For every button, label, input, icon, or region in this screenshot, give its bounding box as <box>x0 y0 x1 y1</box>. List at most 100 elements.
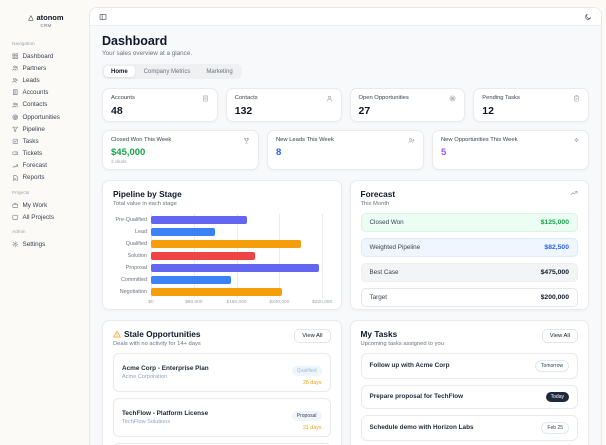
chart-category-label: Negotiation <box>119 288 147 295</box>
sidebar-item-label: Leads <box>22 76 40 84</box>
stale-view-all-button[interactable]: View All <box>294 329 331 343</box>
opportunities-icon <box>12 114 18 120</box>
dashboard-icon <box>12 53 18 59</box>
trending-up-icon <box>570 191 578 195</box>
forecast-row-closed-won: Closed Won $125,000 <box>360 212 578 232</box>
x-tick-label: $0 <box>148 299 154 305</box>
forecast-row-value: $125,000 <box>540 218 569 226</box>
sidebar-item-label: Accounts <box>22 89 49 97</box>
nav-section-label: Admin <box>12 230 26 236</box>
tab-home[interactable]: Home <box>104 66 135 77</box>
sidebar-item-leads[interactable]: Leads <box>9 74 83 86</box>
chart-bar <box>151 239 301 248</box>
week-value: 8 <box>276 147 282 158</box>
stat-label: Pending Tasks <box>482 95 520 101</box>
chart-bar <box>151 215 248 224</box>
forecast-panel: Forecast This Month Closed Won $125,000 … <box>349 180 589 310</box>
pipeline-x-axis: $0 $80,000 $160,000 $240,000 $320,000 <box>148 298 332 307</box>
tab-marketing[interactable]: Marketing <box>206 68 233 75</box>
sidebar-item-settings[interactable]: Settings <box>9 238 83 250</box>
tab-company-metrics[interactable]: Company Metrics <box>143 68 191 75</box>
page-title: Dashboard <box>102 34 168 48</box>
sidebar-item-forecast[interactable]: Forecast <box>9 160 83 172</box>
forecast-subtitle: This Month <box>360 200 390 207</box>
sidebar-item-opportunities[interactable]: Opportunities <box>9 111 83 123</box>
week-card-new-leads: New Leads This Week 8 <box>267 130 424 170</box>
stat-label: Contacts <box>234 95 258 101</box>
panel-toggle-icon[interactable] <box>99 13 107 21</box>
sidebar-item-tickets[interactable]: Tickets <box>9 148 83 160</box>
due-badge: Tomorrow <box>535 359 569 372</box>
week-label: Closed Won This Week <box>111 137 172 143</box>
gear-icon <box>12 241 19 248</box>
sidebar: atonom CRM Navigation Dashboard Partners… <box>0 7 89 445</box>
chart-bar <box>151 275 232 284</box>
task-item[interactable]: Schedule demo with Horizon Labs Feb 25 <box>360 414 578 441</box>
sidebar-item-all-projects[interactable]: All Projects <box>9 211 83 223</box>
chart-category-label: Proposal <box>125 264 147 271</box>
user-icon <box>326 95 332 102</box>
accounts-icon <box>13 89 18 96</box>
chart-category-label: Committed <box>120 276 147 283</box>
leads-icon <box>12 78 18 83</box>
sidebar-item-accounts[interactable]: Accounts <box>9 87 83 99</box>
chart-row: Negotiation <box>113 286 331 298</box>
pipeline-panel: Pipeline by Stage Total value in each st… <box>102 180 342 310</box>
x-tick-label: $320,000 <box>312 299 333 305</box>
sidebar-item-contacts[interactable]: Contacts <box>9 99 83 111</box>
stale-item[interactable]: Acme Corp - Enterprise Plan Acme Corpora… <box>113 352 331 392</box>
stat-value: 27 <box>358 105 371 117</box>
chart-bar <box>151 227 216 236</box>
chart-row: Pre-Qualified <box>113 214 331 226</box>
chart-category-label: Lead <box>135 228 147 235</box>
stale-subtitle: Deals with no activity for 14+ days <box>113 340 201 347</box>
task-title: Prepare proposal for TechFlow <box>369 393 464 400</box>
stale-item[interactable]: TechFlow - Platform License TechFlow Sol… <box>113 397 331 437</box>
nav-section-projects: Projects My Work All Projects <box>9 191 83 223</box>
topbar <box>90 8 601 26</box>
stat-value: 132 <box>234 105 253 117</box>
clipboard-icon <box>574 95 579 102</box>
forecast-row-label: Target <box>369 293 388 301</box>
sidebar-item-label: Tickets <box>22 150 43 158</box>
stale-title: Stale Opportunities <box>124 329 201 339</box>
chart-bar <box>151 263 320 272</box>
gridline <box>322 213 324 298</box>
tasks-title: My Tasks <box>360 329 398 339</box>
page-subtitle: Your sales overview at a glance. <box>102 50 193 57</box>
brand-logo-icon <box>28 15 34 20</box>
pipeline-chart: Pre-Qualified Lead Qualified Solution Propos… <box>113 213 332 307</box>
tasks-view-all-button[interactable]: View All <box>541 329 578 343</box>
stat-label: Accounts <box>111 95 135 101</box>
task-title: Schedule demo with Horizon Labs <box>369 424 474 431</box>
sidebar-item-pipeline[interactable]: Pipeline <box>9 123 83 135</box>
sidebar-item-tasks[interactable]: Tasks <box>9 135 83 147</box>
theme-toggle-icon[interactable] <box>584 13 592 21</box>
user-plus-icon <box>408 138 415 144</box>
forecast-row-label: Closed Won <box>369 218 404 226</box>
chart-category-label: Pre-Qualified <box>115 216 147 223</box>
week-value: 5 <box>441 147 447 158</box>
task-item[interactable]: Prepare proposal for TechFlow Today <box>360 384 578 409</box>
stage-badge: Proposal <box>291 410 322 421</box>
sidebar-item-dashboard[interactable]: Dashboard <box>9 50 83 62</box>
stat-card-pending-tasks: Pending Tasks 12 <box>473 88 589 122</box>
chart-row: Proposal <box>113 262 331 274</box>
forecast-icon <box>12 164 18 168</box>
nav-section-label: Projects <box>12 191 30 197</box>
sidebar-item-label: Partners <box>22 64 47 72</box>
x-tick-label: $80,000 <box>185 299 203 305</box>
forecast-row-value: $82,500 <box>544 243 569 251</box>
target-icon <box>449 95 456 102</box>
folder-icon <box>12 214 18 220</box>
sidebar-item-label: My Work <box>22 201 48 209</box>
partners-icon <box>12 65 18 71</box>
task-item[interactable]: Follow up with Acme Corp Tomorrow <box>360 352 578 379</box>
sidebar-item-my-work[interactable]: My Work <box>9 199 83 211</box>
days-stale: 26 days <box>302 379 322 386</box>
pipeline-rows: Pre-Qualified Lead Qualified Solution Propos… <box>113 214 331 298</box>
forecast-row-label: Best Case <box>369 268 399 276</box>
opportunity-title: Acme Corp - Enterprise Plan <box>122 364 209 372</box>
sidebar-item-partners[interactable]: Partners <box>9 62 83 74</box>
sidebar-item-reports[interactable]: Reports <box>9 172 83 184</box>
